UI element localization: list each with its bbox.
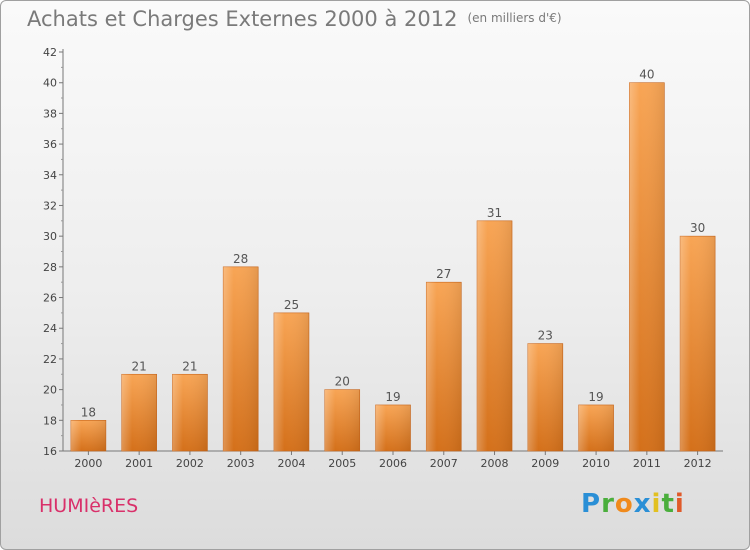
x-tick-label: 2006	[379, 457, 407, 470]
bar-group: 28	[222, 252, 259, 452]
bar-group: 19	[375, 390, 411, 452]
logo-letter: r	[601, 489, 615, 519]
data-label: 19	[588, 390, 603, 404]
data-label: 18	[81, 405, 96, 419]
data-label: 40	[639, 68, 654, 82]
x-tick-label: 2001	[125, 457, 153, 470]
y-tick-label: 34	[43, 169, 57, 182]
bar-shine	[680, 236, 716, 451]
bar-shine	[477, 220, 513, 451]
x-tick-label: 2012	[684, 457, 712, 470]
data-label: 21	[132, 359, 147, 373]
y-tick-label: 24	[43, 322, 57, 335]
y-tick-label: 38	[43, 107, 57, 120]
proxiti-logo: Proxiti	[581, 489, 685, 519]
bar-shine	[70, 420, 106, 451]
bar-shine	[223, 266, 259, 451]
bar-shine	[172, 374, 208, 451]
y-tick-label: 36	[43, 138, 57, 151]
x-tick-label: 2011	[633, 457, 661, 470]
bar-group: 23	[527, 329, 564, 452]
bar-shine	[375, 404, 411, 451]
y-tick-label: 40	[43, 77, 57, 90]
bar-group: 40	[629, 68, 665, 452]
x-tick-label: 2010	[582, 457, 610, 470]
bar-shine	[578, 404, 614, 451]
y-tick-label: 16	[43, 445, 57, 458]
bar-group: 27	[425, 267, 462, 452]
data-label: 20	[335, 375, 350, 389]
chart-axes: 16 18 20 22 24 26 28 30 32 34 36 38 40 42 2000 2001 2002…	[43, 46, 723, 470]
y-tick-label: 22	[43, 353, 57, 366]
y-tick-label: 20	[43, 384, 57, 397]
y-tick-label: 30	[43, 230, 57, 243]
bar-shine	[273, 312, 309, 451]
x-tick-label: 2008	[481, 457, 509, 470]
x-tick-label: 2002	[176, 457, 204, 470]
y-tick-label: 28	[43, 261, 57, 274]
bar-shine	[426, 282, 462, 451]
logo-letter: i	[651, 489, 662, 519]
chart-subtitle: (en milliers d'€)	[467, 11, 562, 25]
chart-bars: 18 21 21 28 25 20 19 27 31 23 19 40 30	[70, 68, 716, 452]
logo-letter: t	[661, 489, 675, 519]
x-tick-label: 2007	[430, 457, 458, 470]
data-label: 19	[385, 390, 400, 404]
y-tick-label: 18	[43, 414, 57, 427]
bar-group: 31	[476, 206, 513, 452]
x-tick-label: 2009	[531, 457, 559, 470]
logo-letter: o	[614, 489, 634, 519]
x-tick-label: 2000	[74, 457, 102, 470]
bar-group: 19	[578, 390, 614, 452]
x-tick-label: 2003	[227, 457, 255, 470]
bar-group: 21	[121, 359, 157, 452]
data-label: 25	[284, 298, 299, 312]
logo-letter: x	[633, 489, 652, 519]
bar-shine	[324, 389, 360, 451]
commune-name: HUMIèRES	[39, 495, 139, 517]
bar-group: 30	[679, 221, 716, 452]
data-label: 28	[233, 252, 248, 266]
y-tick-label: 26	[43, 292, 57, 305]
bar-group: 21	[172, 359, 208, 452]
data-label: 23	[538, 329, 553, 343]
logo-letter: P	[581, 489, 602, 519]
x-tick-label: 2004	[277, 457, 305, 470]
bar-shine	[629, 82, 665, 451]
bar-shine	[527, 343, 563, 451]
chart-title: Achats et Charges Externes 2000 à 2012 (e…	[27, 7, 562, 31]
data-label: 30	[690, 221, 705, 235]
logo-letter: i	[674, 489, 685, 519]
data-label: 27	[436, 267, 451, 281]
bar-group: 20	[324, 375, 361, 452]
chart-title-text: Achats et Charges Externes 2000 à 2012	[27, 7, 458, 31]
bar-group: 18	[70, 405, 107, 452]
data-label: 31	[487, 206, 502, 220]
y-tick-label: 32	[43, 199, 57, 212]
x-tick-label: 2005	[328, 457, 356, 470]
y-tick-label: 42	[43, 46, 57, 59]
data-label: 21	[182, 359, 197, 373]
bar-group: 25	[273, 298, 310, 452]
bar-shine	[121, 374, 157, 451]
